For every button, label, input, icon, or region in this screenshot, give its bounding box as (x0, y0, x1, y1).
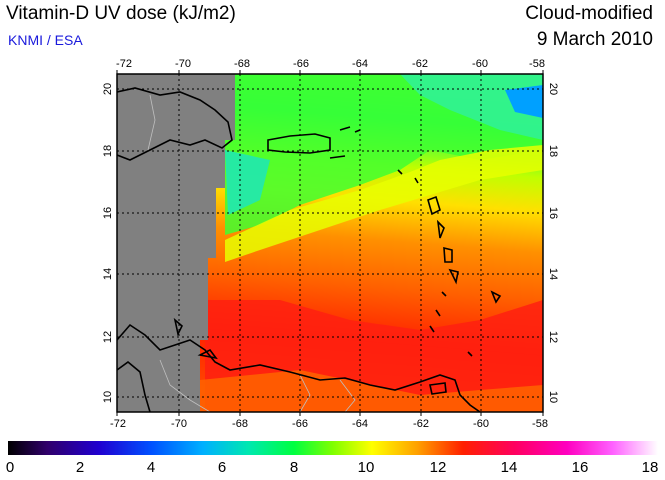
colorbar-tick: 8 (289, 459, 299, 476)
lat-label: 20 (102, 83, 114, 95)
border-inland-1 (299, 374, 311, 412)
lon-label: -72 (116, 58, 132, 70)
colorbar-ticks: 0 2 4 6 8 10 12 14 16 18 (0, 459, 665, 479)
uv-field-orange-south (200, 370, 543, 412)
lon-label: -58 (532, 418, 548, 430)
colorbar-tick: 14 (500, 459, 518, 476)
coast-trinidad (429, 382, 447, 395)
map-subtitle: Cloud-modified (525, 3, 653, 24)
coast-virgin-islands (329, 126, 361, 159)
lon-label: -64 (352, 418, 368, 430)
lat-label: 14 (547, 268, 559, 280)
graticule (117, 74, 543, 412)
lat-label: 20 (547, 83, 559, 95)
colorbar-tick: 0 (5, 459, 15, 476)
map-date: 9 March 2010 (536, 29, 653, 50)
credit-label: KNMI / ESA (8, 32, 83, 48)
lon-labels-bottom: -72 -70 -68 -66 -64 -62 -60 -58 (110, 418, 548, 430)
map-title: Vitamin-D UV dose (kJ/m2) (6, 3, 236, 24)
colorbar-tick: 2 (75, 459, 85, 476)
colorbar (8, 441, 658, 455)
lon-labels-top: -72 -70 -68 -66 -64 -62 -60 -58 (116, 58, 545, 70)
tick-marks (116, 70, 544, 416)
lat-label: 18 (102, 145, 114, 157)
colorbar-tick: 10 (357, 459, 375, 476)
lat-label: 16 (547, 207, 559, 219)
lon-label: -68 (234, 58, 250, 70)
colorbar-tick: 16 (571, 459, 589, 476)
lon-label: -72 (110, 418, 126, 430)
coast-lesser-antilles (397, 169, 502, 357)
lat-label: 14 (102, 268, 114, 280)
colorbar-tick: 12 (429, 459, 447, 476)
lon-label: -58 (529, 58, 545, 70)
lat-label: 10 (547, 391, 559, 403)
map-frame (116, 73, 544, 413)
coast-colombia (117, 360, 151, 412)
lon-label: -62 (413, 418, 429, 430)
border-haiti-dr (147, 94, 156, 151)
lon-label: -66 (292, 418, 308, 430)
uv-field-yellow-band (225, 145, 543, 262)
lat-label: 12 (102, 331, 114, 343)
uv-field-blue-spot (505, 85, 543, 118)
lon-label: -64 (352, 58, 368, 70)
colorbar-tick: 18 (641, 459, 659, 476)
lat-labels-right: 20 18 16 14 12 10 (547, 83, 559, 403)
colorbar-tick: 6 (217, 459, 227, 476)
coast-hispaniola (117, 87, 233, 161)
lon-label: -62 (412, 58, 428, 70)
lon-label: -66 (293, 58, 309, 70)
lon-label: -60 (472, 58, 488, 70)
uv-field (117, 74, 543, 412)
country-borders (147, 94, 356, 412)
border-inland-2 (339, 379, 356, 412)
lat-label: 10 (102, 391, 114, 403)
lat-label: 12 (547, 331, 559, 343)
lon-label: -68 (232, 418, 248, 430)
lat-label: 18 (547, 145, 559, 157)
lon-label: -70 (175, 58, 191, 70)
coast-south-america (117, 323, 481, 412)
border-colombia-venezuela (159, 359, 211, 412)
colorbar-tick: 4 (146, 459, 156, 476)
lon-label: -60 (473, 418, 489, 430)
coast-abc-islands (173, 317, 218, 360)
lat-labels-left: 20 18 16 14 12 10 (102, 83, 114, 403)
lat-label: 16 (102, 207, 114, 219)
uv-field-cyan-west (225, 150, 270, 215)
lon-label: -70 (171, 418, 187, 430)
no-data-area (117, 74, 235, 412)
